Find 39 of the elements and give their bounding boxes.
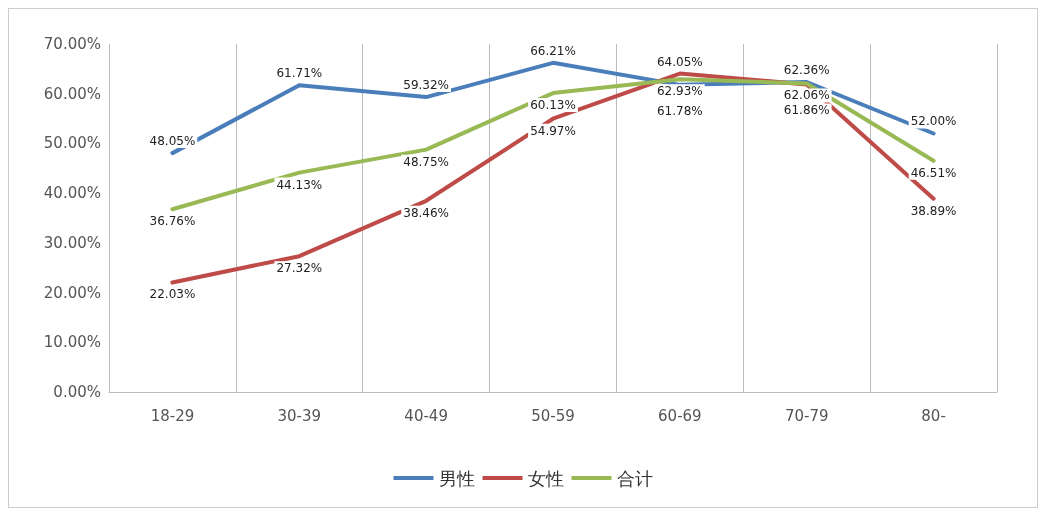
legend-label: 女性 — [527, 467, 564, 489]
data-label: 36.76% — [149, 214, 196, 229]
x-tick-label: 50-59 — [531, 406, 575, 425]
data-label: 62.06% — [783, 88, 830, 103]
legend-label: 男性 — [438, 467, 475, 489]
data-label: 48.75% — [403, 154, 450, 169]
y-tick-label: 70.00% — [43, 35, 101, 53]
y-tick-label: 30.00% — [43, 233, 101, 252]
x-tick-label: 18-29 — [150, 406, 195, 425]
data-label: 60.13% — [530, 98, 576, 113]
x-tick-label: 80- — [921, 406, 946, 425]
data-label: 27.32% — [276, 261, 323, 276]
data-label: 66.21% — [530, 43, 576, 58]
y-tick-label: 40.00% — [43, 184, 101, 203]
data-label: 38.46% — [403, 205, 450, 220]
y-tick-label: 60.00% — [43, 84, 101, 103]
data-label: 61.71% — [276, 66, 323, 81]
data-label: 62.36% — [783, 62, 830, 77]
legend-label: 合计 — [616, 467, 653, 489]
x-tick-label: 70-79 — [784, 406, 829, 425]
data-label: 62.93% — [656, 84, 703, 99]
data-label: 52.00% — [910, 114, 957, 129]
data-label: 48.05% — [149, 134, 196, 149]
x-tick-label: 40-49 — [404, 406, 448, 425]
data-label: 22.03% — [149, 287, 196, 302]
data-label: 46.51% — [910, 165, 957, 180]
y-tick-label: 50.00% — [43, 134, 101, 153]
data-label: 59.32% — [403, 78, 450, 93]
y-tick-label: 0.00% — [53, 383, 101, 401]
y-tick-label: 10.00% — [43, 333, 101, 352]
data-label: 38.89% — [910, 203, 957, 218]
data-label: 44.13% — [276, 177, 323, 192]
x-tick-label: 30-39 — [277, 406, 322, 425]
data-label: 61.86% — [783, 103, 830, 118]
data-label: 54.97% — [530, 123, 576, 138]
data-label: 61.78% — [656, 103, 703, 118]
y-tick-label: 20.00% — [43, 283, 101, 302]
data-label: 64.05% — [656, 54, 703, 69]
x-tick-label: 60-69 — [658, 406, 702, 425]
